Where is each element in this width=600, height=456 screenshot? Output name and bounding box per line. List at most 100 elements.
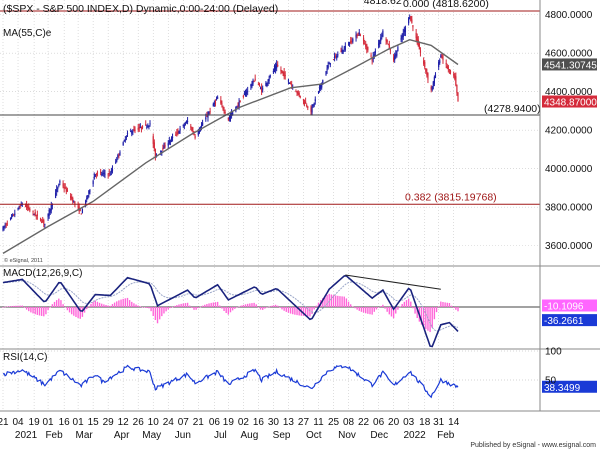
up-candle-body — [349, 42, 351, 45]
macd-histogram-bar — [358, 307, 360, 311]
low-value-label: (4278.9400) — [484, 103, 541, 115]
macd-histogram-bar — [186, 302, 189, 307]
macd-panel[interactable]: 0-10.1096-36.2661 — [0, 274, 597, 348]
macd-histogram-bar — [131, 301, 133, 307]
down-candle-body — [224, 112, 226, 114]
up-candle-body — [244, 92, 247, 97]
up-candle-body — [125, 136, 128, 138]
up-candle-body — [217, 97, 219, 99]
macd-histogram-bar — [292, 307, 294, 315]
down-candle-body — [140, 126, 143, 129]
macd-histogram-bar — [371, 307, 373, 315]
up-candle-body — [409, 17, 411, 20]
price-value-tag-bg — [542, 95, 597, 108]
macd-histogram-bar — [137, 305, 139, 307]
up-candle-body — [4, 225, 6, 227]
macd-histogram-bar — [216, 301, 219, 307]
macd-histogram-bar — [390, 307, 393, 317]
up-candle-body — [373, 54, 375, 56]
down-candle-body — [237, 104, 239, 106]
up-candle-body — [131, 131, 133, 134]
macd-histogram-bar — [238, 306, 240, 308]
macd-value-tag: -36.2661 — [544, 316, 584, 327]
macd-histogram-bar — [352, 306, 354, 308]
x-day-tick-label: 18 — [419, 417, 431, 428]
up-candle-body — [380, 37, 382, 42]
down-candle-body — [335, 55, 337, 57]
down-candle-body — [221, 102, 223, 105]
up-candle-body — [343, 47, 345, 49]
up-candle-body — [394, 55, 396, 60]
down-candle-body — [141, 125, 144, 129]
macd-histogram-bar — [21, 305, 24, 307]
macd-histogram-bar — [34, 307, 36, 315]
down-candle-body — [108, 172, 110, 174]
x-month-label: Feb — [45, 430, 63, 441]
x-month-label: Jun — [175, 430, 191, 441]
macd-histogram-bar — [118, 300, 120, 307]
down-candle-body — [63, 187, 65, 189]
macd-histogram-bar — [399, 306, 401, 308]
down-candle-body — [62, 183, 64, 187]
macd-histogram-bar — [448, 303, 451, 307]
price-y-tick-label: 4200.0000 — [545, 126, 593, 137]
macd-histogram-bar — [107, 305, 109, 307]
down-candle-body — [19, 205, 21, 208]
price-panel[interactable]: 4818.62 0.000 (4818.6200) (4278.9400) 0.382… — [0, 0, 597, 265]
up-candle-body — [207, 114, 209, 118]
x-day-tick-label: 22 — [358, 417, 370, 428]
x-day-tick-label: 11 — [313, 417, 324, 428]
up-candle-body — [85, 200, 87, 206]
macd-histogram-bar — [133, 303, 135, 307]
macd-histogram-bar — [113, 302, 116, 307]
macd-histogram-bar — [43, 307, 45, 317]
ma-55-line — [2, 38, 459, 255]
macd-line — [2, 275, 459, 348]
up-candle-body — [329, 62, 331, 65]
down-candle-body — [281, 70, 283, 73]
macd-histogram-bar — [223, 307, 225, 311]
up-candle-body — [265, 82, 267, 87]
x-day-tick-label: 27 — [298, 417, 310, 428]
x-month-label: Jul — [214, 430, 227, 441]
macd-histogram-bar — [49, 306, 51, 308]
macd-histogram-bar — [274, 304, 277, 307]
macd-histogram-bar — [68, 307, 71, 313]
down-candle-body — [283, 72, 285, 77]
macd-histogram-bar — [349, 304, 352, 307]
down-candle-body — [36, 214, 38, 216]
macd-histogram-bar — [180, 303, 182, 307]
down-candle-body — [357, 34, 359, 36]
watermark: © eSignal, 2011 — [4, 257, 43, 264]
x-day-tick-label: 16 — [59, 417, 71, 428]
macd-histogram-bar — [58, 298, 60, 307]
price-plot-area[interactable] — [0, 0, 540, 265]
publisher-credit: Published by eSignal - www.esignal.com — [470, 442, 596, 449]
macd-histogram-bar — [116, 301, 118, 307]
macd-histogram-bar — [304, 307, 307, 317]
macd-histogram-bar — [8, 306, 11, 307]
down-candle-body — [442, 55, 444, 61]
macd-histogram-bar — [392, 307, 395, 319]
price-y-tick-label: 4600.0000 — [545, 49, 593, 60]
macd-histogram-bar — [414, 307, 416, 314]
macd-histogram-bar — [171, 306, 174, 308]
up-candle-body — [9, 217, 12, 219]
x-month-label: Feb — [437, 430, 455, 441]
macd-histogram-bar — [45, 307, 47, 315]
down-candle-body — [295, 91, 297, 93]
macd-histogram-bar — [324, 296, 326, 307]
x-day-tick-label: 16 — [253, 417, 265, 428]
down-candle-body — [65, 188, 67, 192]
up-candle-body — [213, 103, 216, 105]
rsi-panel[interactable]: 38.3499 — [0, 350, 597, 399]
down-candle-body — [95, 173, 97, 175]
x-day-tick-label: 14 — [448, 417, 460, 428]
down-candle-body — [291, 84, 293, 86]
up-candle-body — [56, 189, 58, 192]
up-candle-body — [272, 70, 275, 73]
macd-histogram-bar — [296, 307, 298, 316]
up-candle-body — [327, 65, 329, 68]
macd-histogram-bar — [103, 304, 105, 307]
